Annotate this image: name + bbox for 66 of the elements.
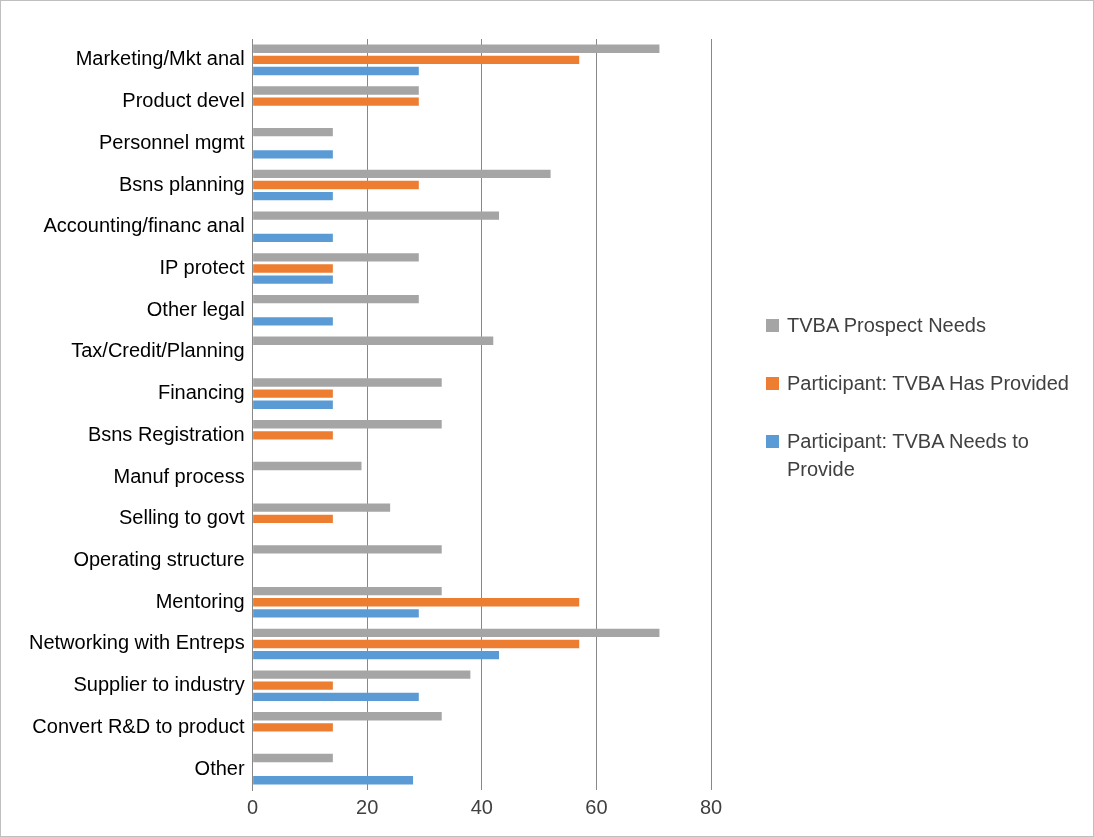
- y-tick-label: Bsns planning: [118, 172, 245, 195]
- bar: [253, 55, 580, 65]
- bar: [253, 461, 362, 471]
- legend-label: TVBA Prospect Needs: [787, 313, 986, 338]
- y-tick-label: Personnel mgmt: [99, 130, 246, 153]
- y-tick-label: Operating structure: [73, 548, 245, 571]
- x-tick-label: 20: [356, 795, 379, 818]
- y-tick-label: Other legal: [146, 297, 245, 320]
- bar: [253, 723, 333, 732]
- bar: [253, 264, 333, 273]
- bar: [253, 545, 442, 554]
- bar: [253, 431, 333, 440]
- bar: [253, 233, 333, 243]
- y-tick-label: Tax/Credit/Planning: [71, 339, 245, 362]
- bar: [253, 253, 419, 262]
- bar: [253, 776, 414, 785]
- y-tick-label: Convert R&D to product: [32, 714, 246, 737]
- y-tick-label: Accounting/financ anal: [43, 214, 245, 237]
- x-tick-label: 0: [247, 795, 259, 818]
- bar: [253, 86, 419, 95]
- legend-label: Participant: TVBA Needs to Provide: [787, 429, 1030, 482]
- bar: [253, 692, 419, 701]
- x-tick-label: 60: [585, 795, 608, 818]
- bar: [253, 211, 500, 220]
- x-tick-label: 40: [470, 795, 493, 818]
- bar: [253, 639, 580, 649]
- bar: [253, 681, 333, 690]
- bar: [253, 169, 551, 179]
- bar: [253, 420, 442, 429]
- y-tick-label: Mentoring: [155, 589, 245, 612]
- y-tick-label: Financing: [157, 381, 245, 404]
- y-tick-label: Bsns Registration: [87, 422, 245, 445]
- bar: [253, 400, 333, 409]
- bar: [253, 66, 419, 76]
- y-tick-label: Selling to govt: [119, 506, 246, 529]
- bar: [253, 336, 494, 345]
- bar: [253, 191, 333, 201]
- bar: [253, 670, 471, 679]
- bar: [253, 150, 333, 159]
- bar: [253, 128, 333, 137]
- x-tick-label: 80: [699, 795, 723, 818]
- y-tick-label: Manuf process: [113, 464, 245, 487]
- bar: [253, 44, 660, 53]
- bar: [253, 503, 391, 512]
- bar: [253, 753, 333, 763]
- bar: [253, 514, 333, 523]
- bar: [253, 97, 419, 106]
- bar: [253, 609, 419, 618]
- y-tick-label: IP protect: [159, 255, 246, 278]
- bar: [253, 628, 660, 638]
- bar: [253, 598, 580, 607]
- y-tick-label: Marketing/Mkt anal: [75, 47, 245, 70]
- bar: [253, 586, 442, 596]
- y-tick-label: Other: [194, 756, 245, 779]
- bar: [253, 317, 333, 326]
- bar: [253, 180, 419, 190]
- bar: [253, 275, 333, 284]
- bar: [253, 294, 419, 304]
- y-tick-label: Networking with Entreps: [28, 631, 245, 654]
- legend-label: Participant: TVBA Has Provided: [787, 371, 1069, 396]
- bar: [253, 712, 442, 721]
- y-tick-label: Product devel: [122, 89, 245, 112]
- bar: [253, 650, 500, 660]
- y-tick-label: Supplier to industry: [73, 673, 245, 696]
- bar: [253, 389, 333, 398]
- bar: [253, 378, 442, 387]
